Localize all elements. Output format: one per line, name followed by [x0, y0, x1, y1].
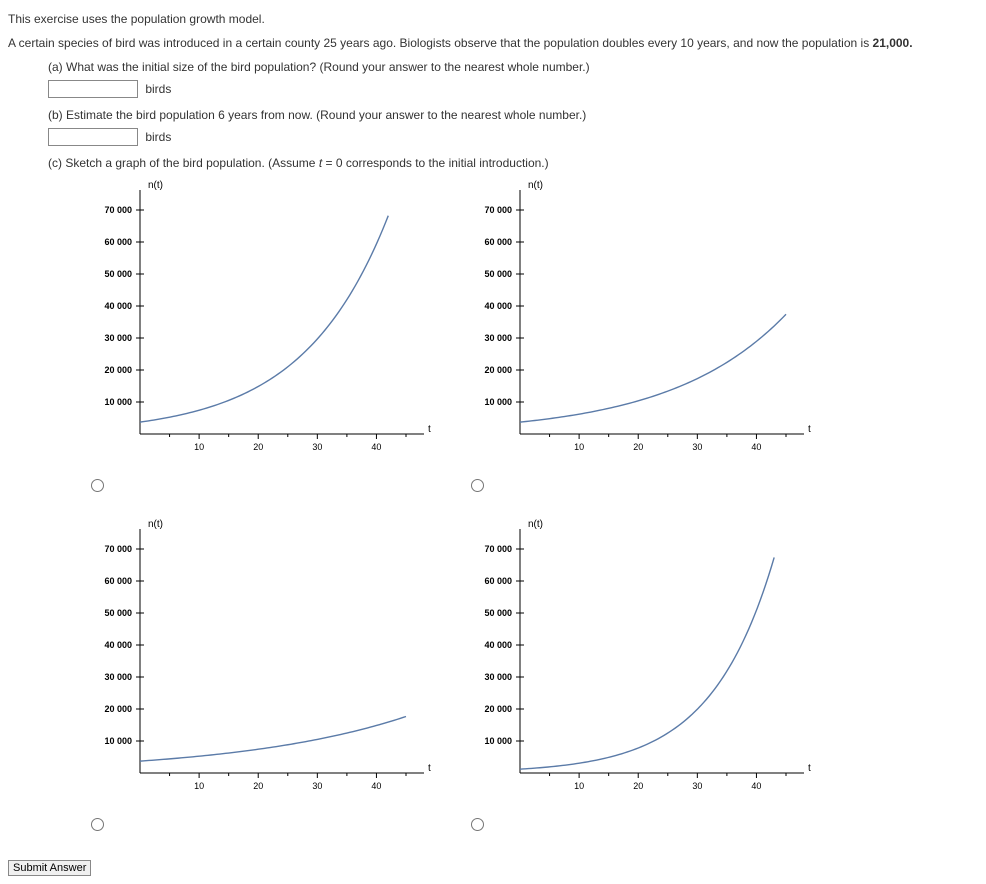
- svg-text:60 000: 60 000: [104, 237, 132, 247]
- svg-text:20 000: 20 000: [484, 704, 512, 714]
- submit-button[interactable]: Submit Answer: [8, 860, 91, 876]
- chart-0: 10 000 20 000 30 000 40 000 50 000 60 000 70 0…: [78, 176, 438, 476]
- svg-text:10 000: 10 000: [484, 736, 512, 746]
- svg-text:n(t): n(t): [148, 519, 163, 530]
- svg-text:40: 40: [371, 781, 381, 791]
- svg-text:70 000: 70 000: [484, 544, 512, 554]
- svg-text:10 000: 10 000: [104, 397, 132, 407]
- svg-text:70 000: 70 000: [484, 205, 512, 215]
- part-c-suffix: = 0 corresponds to the initial introduct…: [322, 156, 548, 170]
- svg-text:20 000: 20 000: [484, 365, 512, 375]
- chart-2-radio[interactable]: [91, 818, 104, 831]
- svg-text:n(t): n(t): [148, 180, 163, 191]
- svg-text:20: 20: [633, 442, 643, 452]
- part-b-unit: birds: [145, 130, 171, 144]
- svg-text:30 000: 30 000: [484, 672, 512, 682]
- part-c-prefix: (c) Sketch a graph of the bird populatio…: [48, 156, 319, 170]
- setup-text: A certain species of bird was introduced…: [8, 36, 978, 50]
- part-a-label: (a) What was the initial size of the bir…: [48, 60, 978, 74]
- chart-2: 10 000 20 000 30 000 40 000 50 000 60 000 70 0…: [78, 515, 438, 815]
- chart-1: 10 000 20 000 30 000 40 000 50 000 60 000 70 0…: [458, 176, 818, 476]
- svg-text:20 000: 20 000: [104, 704, 132, 714]
- svg-text:20: 20: [253, 781, 263, 791]
- svg-text:30: 30: [312, 781, 322, 791]
- svg-text:40: 40: [751, 442, 761, 452]
- svg-text:50 000: 50 000: [484, 269, 512, 279]
- part-c-label: (c) Sketch a graph of the bird populatio…: [48, 156, 978, 170]
- svg-text:60 000: 60 000: [104, 576, 132, 586]
- svg-text:n(t): n(t): [528, 519, 543, 530]
- part-a-unit: birds: [145, 82, 171, 96]
- svg-text:10 000: 10 000: [484, 397, 512, 407]
- svg-text:50 000: 50 000: [104, 269, 132, 279]
- svg-text:70 000: 70 000: [104, 544, 132, 554]
- svg-text:60 000: 60 000: [484, 237, 512, 247]
- svg-text:50 000: 50 000: [104, 608, 132, 618]
- svg-text:30: 30: [692, 442, 702, 452]
- svg-text:40 000: 40 000: [484, 301, 512, 311]
- svg-text:10: 10: [574, 781, 584, 791]
- svg-text:30: 30: [692, 781, 702, 791]
- svg-text:10: 10: [194, 781, 204, 791]
- svg-text:40: 40: [371, 442, 381, 452]
- svg-text:40: 40: [751, 781, 761, 791]
- svg-text:20: 20: [253, 442, 263, 452]
- svg-text:30 000: 30 000: [484, 333, 512, 343]
- svg-text:40 000: 40 000: [104, 301, 132, 311]
- intro-text: This exercise uses the population growth…: [8, 12, 978, 26]
- svg-text:t: t: [428, 763, 431, 774]
- chart-3: 10 000 20 000 30 000 40 000 50 000 60 000 70 0…: [458, 515, 818, 815]
- chart-0-radio[interactable]: [91, 479, 104, 492]
- svg-text:30: 30: [312, 442, 322, 452]
- svg-text:40 000: 40 000: [484, 640, 512, 650]
- svg-text:t: t: [428, 424, 431, 435]
- svg-text:t: t: [808, 424, 811, 435]
- svg-text:70 000: 70 000: [104, 205, 132, 215]
- svg-text:20 000: 20 000: [104, 365, 132, 375]
- svg-text:10 000: 10 000: [104, 736, 132, 746]
- chart-grid: 10 000 20 000 30 000 40 000 50 000 60 000 70 0…: [78, 176, 978, 834]
- svg-text:30 000: 30 000: [104, 672, 132, 682]
- svg-text:60 000: 60 000: [484, 576, 512, 586]
- svg-text:n(t): n(t): [528, 180, 543, 191]
- chart-1-radio[interactable]: [471, 479, 484, 492]
- svg-text:20: 20: [633, 781, 643, 791]
- chart-3-radio[interactable]: [471, 818, 484, 831]
- setup-prefix: A certain species of bird was introduced…: [8, 36, 873, 50]
- part-b-input[interactable]: [48, 128, 138, 146]
- part-a-input[interactable]: [48, 80, 138, 98]
- svg-text:50 000: 50 000: [484, 608, 512, 618]
- svg-text:40 000: 40 000: [104, 640, 132, 650]
- svg-text:t: t: [808, 763, 811, 774]
- svg-text:10: 10: [574, 442, 584, 452]
- part-b-label: (b) Estimate the bird population 6 years…: [48, 108, 978, 122]
- svg-text:30 000: 30 000: [104, 333, 132, 343]
- setup-bold: 21,000.: [873, 36, 913, 50]
- svg-text:10: 10: [194, 442, 204, 452]
